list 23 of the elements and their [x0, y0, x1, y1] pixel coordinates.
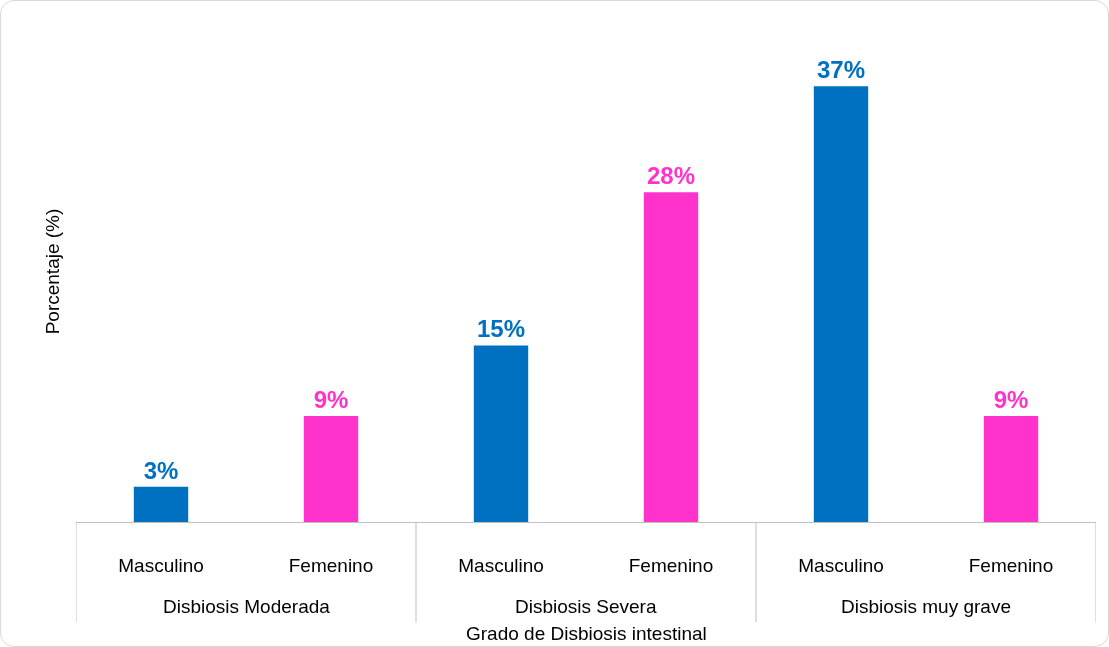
x-axis-title: Grado de Disbiosis intestinal: [466, 623, 707, 644]
bar: [303, 416, 359, 522]
bar: [643, 192, 699, 522]
text: Disbiosis muy grave: [841, 596, 1011, 617]
x-tick-label: Femenino: [288, 554, 374, 576]
data-label: 9%: [313, 386, 349, 414]
data-label: 37%: [816, 56, 866, 84]
x-tick-label: Femenino: [968, 554, 1054, 576]
y-axis-title: Porcentaje (%): [41, 208, 63, 335]
x-tick-label: Femenino: [628, 554, 714, 576]
x-tick-label: Masculino: [458, 554, 544, 576]
data-label: 28%: [646, 162, 696, 190]
text: Disbiosis Severa: [515, 596, 657, 617]
data-label: 9%: [993, 386, 1029, 414]
data-label: 3%: [143, 456, 179, 484]
bar: [983, 416, 1039, 522]
bar: [473, 345, 529, 522]
bar: [133, 486, 189, 522]
x-tick-label: Masculino: [798, 554, 884, 576]
x-tick-label: Masculino: [118, 554, 204, 576]
text: Disbiosis Moderada: [163, 596, 331, 617]
data-label: 15%: [476, 315, 526, 343]
bar: [813, 86, 869, 522]
